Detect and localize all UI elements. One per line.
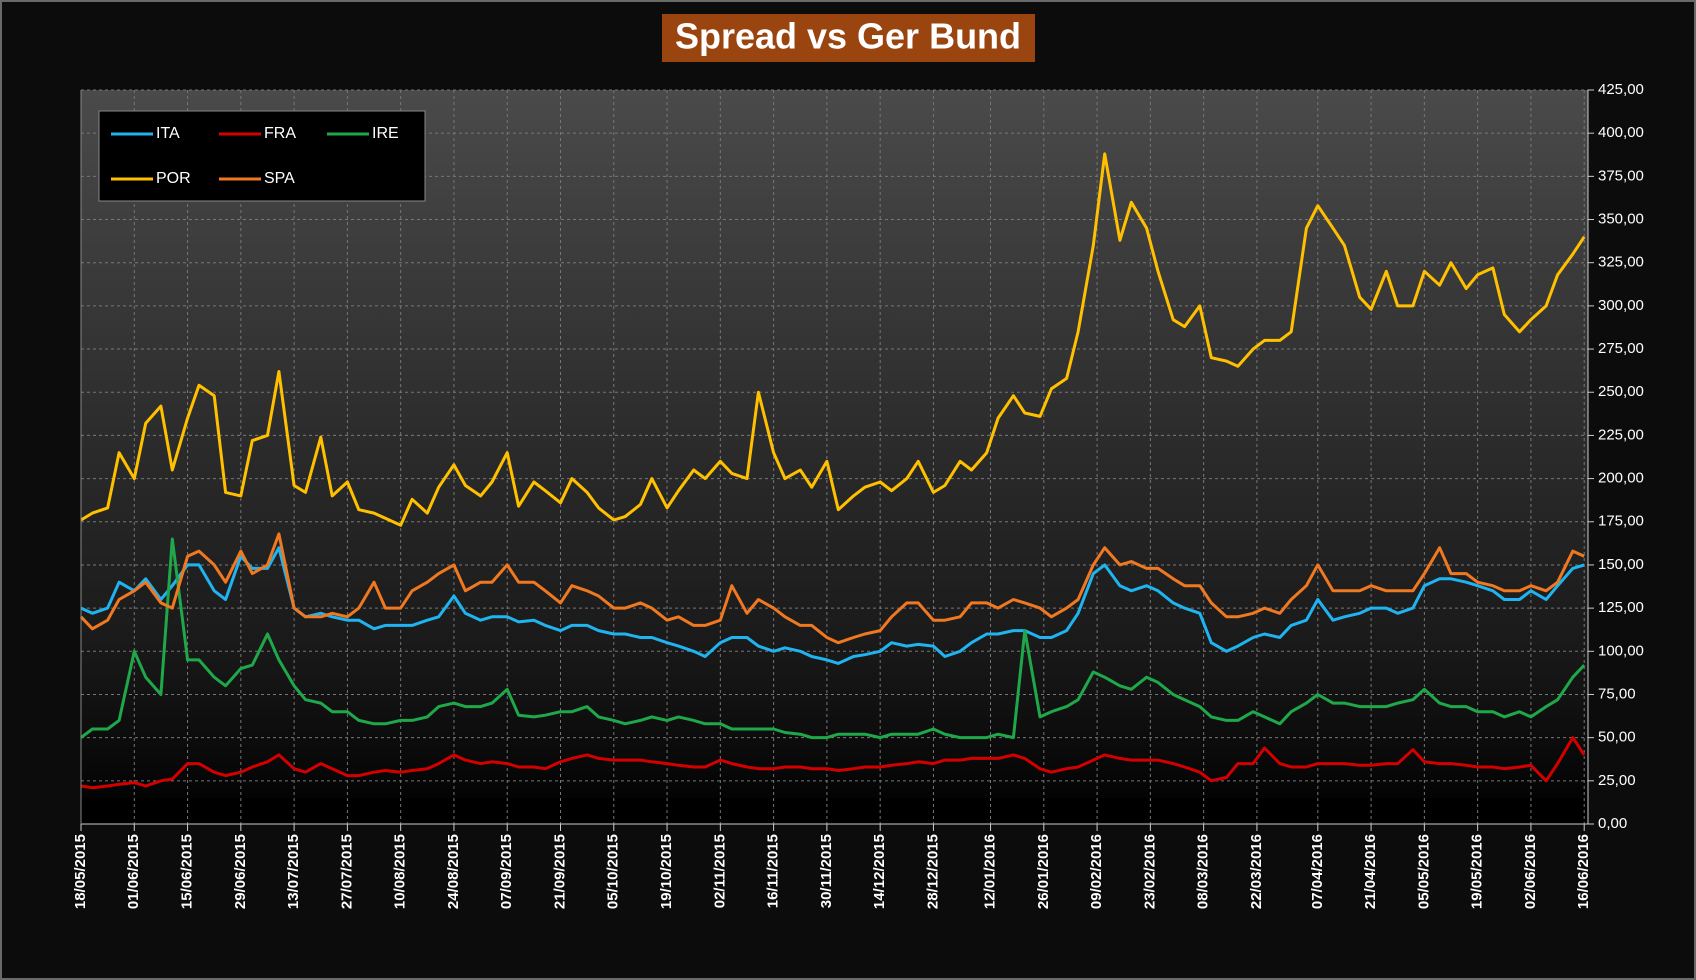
y-tick-label: 175,00 [1598,513,1644,530]
x-tick-label: 16/11/2015 [765,834,782,908]
y-tick-label: 325,00 [1598,254,1644,271]
x-tick-label: 19/10/2015 [658,834,675,909]
x-tick-label: 02/11/2015 [711,834,728,908]
x-tick-label: 28/12/2015 [924,834,941,909]
x-tick-label: 13/07/2015 [285,834,302,909]
x-tick-label: 26/01/2016 [1035,834,1052,909]
x-tick-label: 27/07/2015 [338,834,355,909]
series-line [79,532,1585,645]
x-tick-label: 12/01/2016 [981,834,998,909]
x-tick-label: 02/06/2016 [1522,834,1539,909]
x-tick-label: 14/12/2015 [871,834,888,909]
bottom-band [81,798,1588,824]
x-tick-label: 21/09/2015 [551,834,568,909]
x-tick-label: 05/05/2016 [1415,834,1432,909]
x-tick-label: 01/06/2015 [125,834,142,909]
series-line [80,152,1586,527]
y-tick-label: 350,00 [1598,210,1644,227]
legend-label: SPA [264,170,295,187]
y-tick-label: 225,00 [1598,426,1644,443]
x-tick-label: 05/10/2015 [605,834,622,909]
axes: 0,00 25,00 50,00 75,00 100,00 125,00 150,00 175… [72,81,1644,909]
y-tick-label: 0,00 [1598,815,1627,832]
x-tick-label: 07/04/2016 [1309,834,1326,909]
x-tick-label: 24/08/2015 [445,834,462,909]
y-tick-label: 100,00 [1598,642,1644,659]
y-tick-label: 250,00 [1598,383,1644,400]
x-tick-label: 21/04/2016 [1362,834,1379,909]
y-tick-label: 425,00 [1598,81,1644,98]
legend: ITA FRA IRE POR SPA [98,110,426,202]
legend-label: POR [156,170,191,187]
title-box [662,14,1035,62]
x-tick-label: 15/06/2015 [179,834,196,909]
x-tick-label: 16/06/2016 [1575,834,1592,909]
y-tick-label: 75,00 [1598,685,1636,702]
series-line [80,736,1586,790]
x-tick-label: 30/11/2015 [818,834,835,908]
legend-label: ITA [156,125,180,142]
x-tick-label: 22/03/2016 [1248,834,1265,909]
y-tick-label: 275,00 [1598,340,1644,357]
y-tick-label: 375,00 [1598,167,1644,184]
legend-label: FRA [264,125,296,142]
y-tick-label: 150,00 [1598,556,1644,573]
x-tick-label: 19/05/2016 [1469,834,1486,909]
legend-box [98,110,426,202]
lines [79,152,1586,790]
x-tick-label: 07/09/2015 [498,834,515,909]
x-tick-label: 29/06/2015 [232,834,249,909]
x-tick-label: 10/08/2015 [392,834,409,909]
y-tick-label: 50,00 [1598,729,1636,746]
x-tick-label: 08/03/2016 [1195,834,1212,909]
x-tick-label: 09/02/2016 [1088,834,1105,909]
x-tick-label: 23/02/2016 [1141,834,1158,909]
y-tick-label: 400,00 [1598,124,1644,141]
y-tick-label: 125,00 [1598,599,1644,616]
series-line [80,537,1586,740]
series-line [80,546,1585,665]
legend-label: IRE [372,125,399,142]
chart-title: Spread vs Ger Bund [675,16,1021,57]
x-tick-label: 18/05/2015 [72,834,89,909]
y-tick-label: 300,00 [1598,297,1644,314]
y-tick-label: 25,00 [1598,772,1636,789]
y-tick-label: 200,00 [1598,470,1644,487]
